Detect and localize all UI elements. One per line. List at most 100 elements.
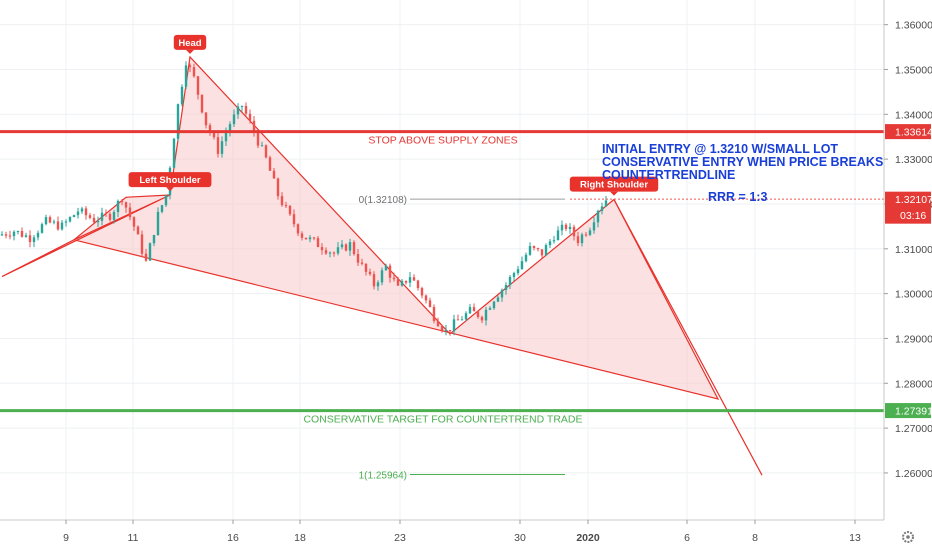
candle-body xyxy=(212,132,216,138)
candle-body xyxy=(352,242,356,254)
candle-body xyxy=(448,330,452,332)
candle-body xyxy=(200,94,204,113)
price-level-badge[interactable] xyxy=(885,191,931,224)
candle-body xyxy=(400,280,404,286)
candle-body xyxy=(64,221,68,223)
candle-body xyxy=(176,104,180,139)
candle-body xyxy=(596,210,600,223)
price-level-badge[interactable] xyxy=(885,403,931,419)
gear-icon[interactable] xyxy=(902,531,914,543)
candle-body xyxy=(12,231,16,237)
candle-body xyxy=(280,196,284,206)
candle-body xyxy=(364,263,368,272)
candle-body xyxy=(412,277,416,281)
horizontal-levels[interactable]: STOP ABOVE SUPPLY ZONES CONSERVATIVE TARG… xyxy=(0,130,884,426)
price-tick-label: 1.34000 xyxy=(895,109,932,121)
price-level-badge[interactable] xyxy=(885,124,931,140)
candle-body xyxy=(52,221,56,223)
price-axis[interactable]: 1.360001.350001.340001.330001.320001.310… xyxy=(883,0,932,550)
candle-body xyxy=(0,234,4,236)
time-tick-label: 30 xyxy=(514,532,526,544)
price-tick-label: 1.36000 xyxy=(895,20,932,32)
candle-body xyxy=(428,300,432,307)
candle-body xyxy=(320,247,324,251)
candle-body xyxy=(496,297,500,302)
pattern-labels: Head Left Shoulder Right Shoulder xyxy=(128,34,659,196)
pattern-label-bg xyxy=(128,172,212,188)
candle-body xyxy=(588,230,592,235)
candle-body xyxy=(308,237,312,240)
candle-body xyxy=(180,86,184,105)
candle-body xyxy=(440,326,444,331)
gear-icon-ring xyxy=(902,531,914,543)
candle-body xyxy=(88,215,92,218)
candle-body xyxy=(532,246,536,249)
pattern-label-pointer xyxy=(610,191,618,196)
candle-body xyxy=(348,242,352,251)
price-tick-label: 1.35000 xyxy=(895,64,932,76)
candle-body xyxy=(520,261,524,270)
candle-body xyxy=(188,65,192,68)
candle-body xyxy=(148,243,152,261)
candle-body xyxy=(228,124,232,133)
price-level-badge-label: 1.33614 xyxy=(895,127,932,139)
projection-line xyxy=(613,199,763,476)
candle-body xyxy=(44,217,48,225)
candle-body xyxy=(120,200,124,203)
price-tick-label: 1.33000 xyxy=(895,154,932,166)
candle-body xyxy=(24,235,28,237)
candle-body xyxy=(116,200,120,213)
candle-body xyxy=(516,269,520,274)
fib-level-label: 0(1.32108) xyxy=(359,195,407,206)
candle-body xyxy=(184,65,188,87)
pattern-label: Left Shoulder xyxy=(139,175,201,186)
candle-body xyxy=(592,222,596,231)
candle-body xyxy=(372,274,376,287)
candle-body xyxy=(80,208,84,212)
candle-body xyxy=(548,241,552,246)
candle-body xyxy=(112,212,116,220)
candle-body xyxy=(36,232,40,238)
candle-body xyxy=(72,215,76,218)
time-tick-label: 18 xyxy=(294,532,306,544)
candle-body xyxy=(268,157,272,171)
annotation-line-3: COUNTERTRENDLINE xyxy=(602,168,735,182)
candle-body xyxy=(336,247,340,254)
candle-body xyxy=(464,313,468,320)
candle-body xyxy=(580,234,584,244)
candle-body xyxy=(300,233,304,238)
candle-body xyxy=(324,250,328,254)
price-level-badge-label: 1.27391 xyxy=(895,406,932,418)
candle-body xyxy=(224,132,228,142)
candle-body xyxy=(28,235,32,243)
candle-body xyxy=(424,295,428,301)
candle-body xyxy=(452,319,456,332)
candle-body xyxy=(296,224,300,234)
candle-body xyxy=(568,226,572,230)
candle-body xyxy=(416,280,420,289)
candle-body xyxy=(408,277,412,283)
pattern-shape-2 xyxy=(1,194,171,278)
candle-body xyxy=(576,236,580,244)
candle-body xyxy=(376,282,380,287)
candle-body xyxy=(444,330,448,332)
candle-body xyxy=(128,207,132,218)
candle-body xyxy=(564,224,568,230)
fib-level-label: 1(1.25964) xyxy=(359,471,407,482)
candle-body xyxy=(136,226,140,235)
candle-body xyxy=(252,120,256,133)
candle-body xyxy=(68,217,72,222)
time-axis-bg xyxy=(0,520,884,550)
candle-body xyxy=(480,317,484,321)
gear-icon-hub xyxy=(906,535,910,539)
candle-body xyxy=(600,206,604,211)
fibonacci-levels[interactable]: 0(1.32108) 1(1.25964) xyxy=(359,195,565,482)
candle-body xyxy=(76,211,80,216)
candlestick-series xyxy=(0,61,608,336)
candle-body xyxy=(284,205,288,207)
time-tick-label: 11 xyxy=(128,532,139,544)
candle-body xyxy=(236,106,240,115)
candle-body xyxy=(304,237,308,240)
time-axis[interactable]: 9 11 16 18 23 30 2020 6 8 13 xyxy=(0,519,914,550)
